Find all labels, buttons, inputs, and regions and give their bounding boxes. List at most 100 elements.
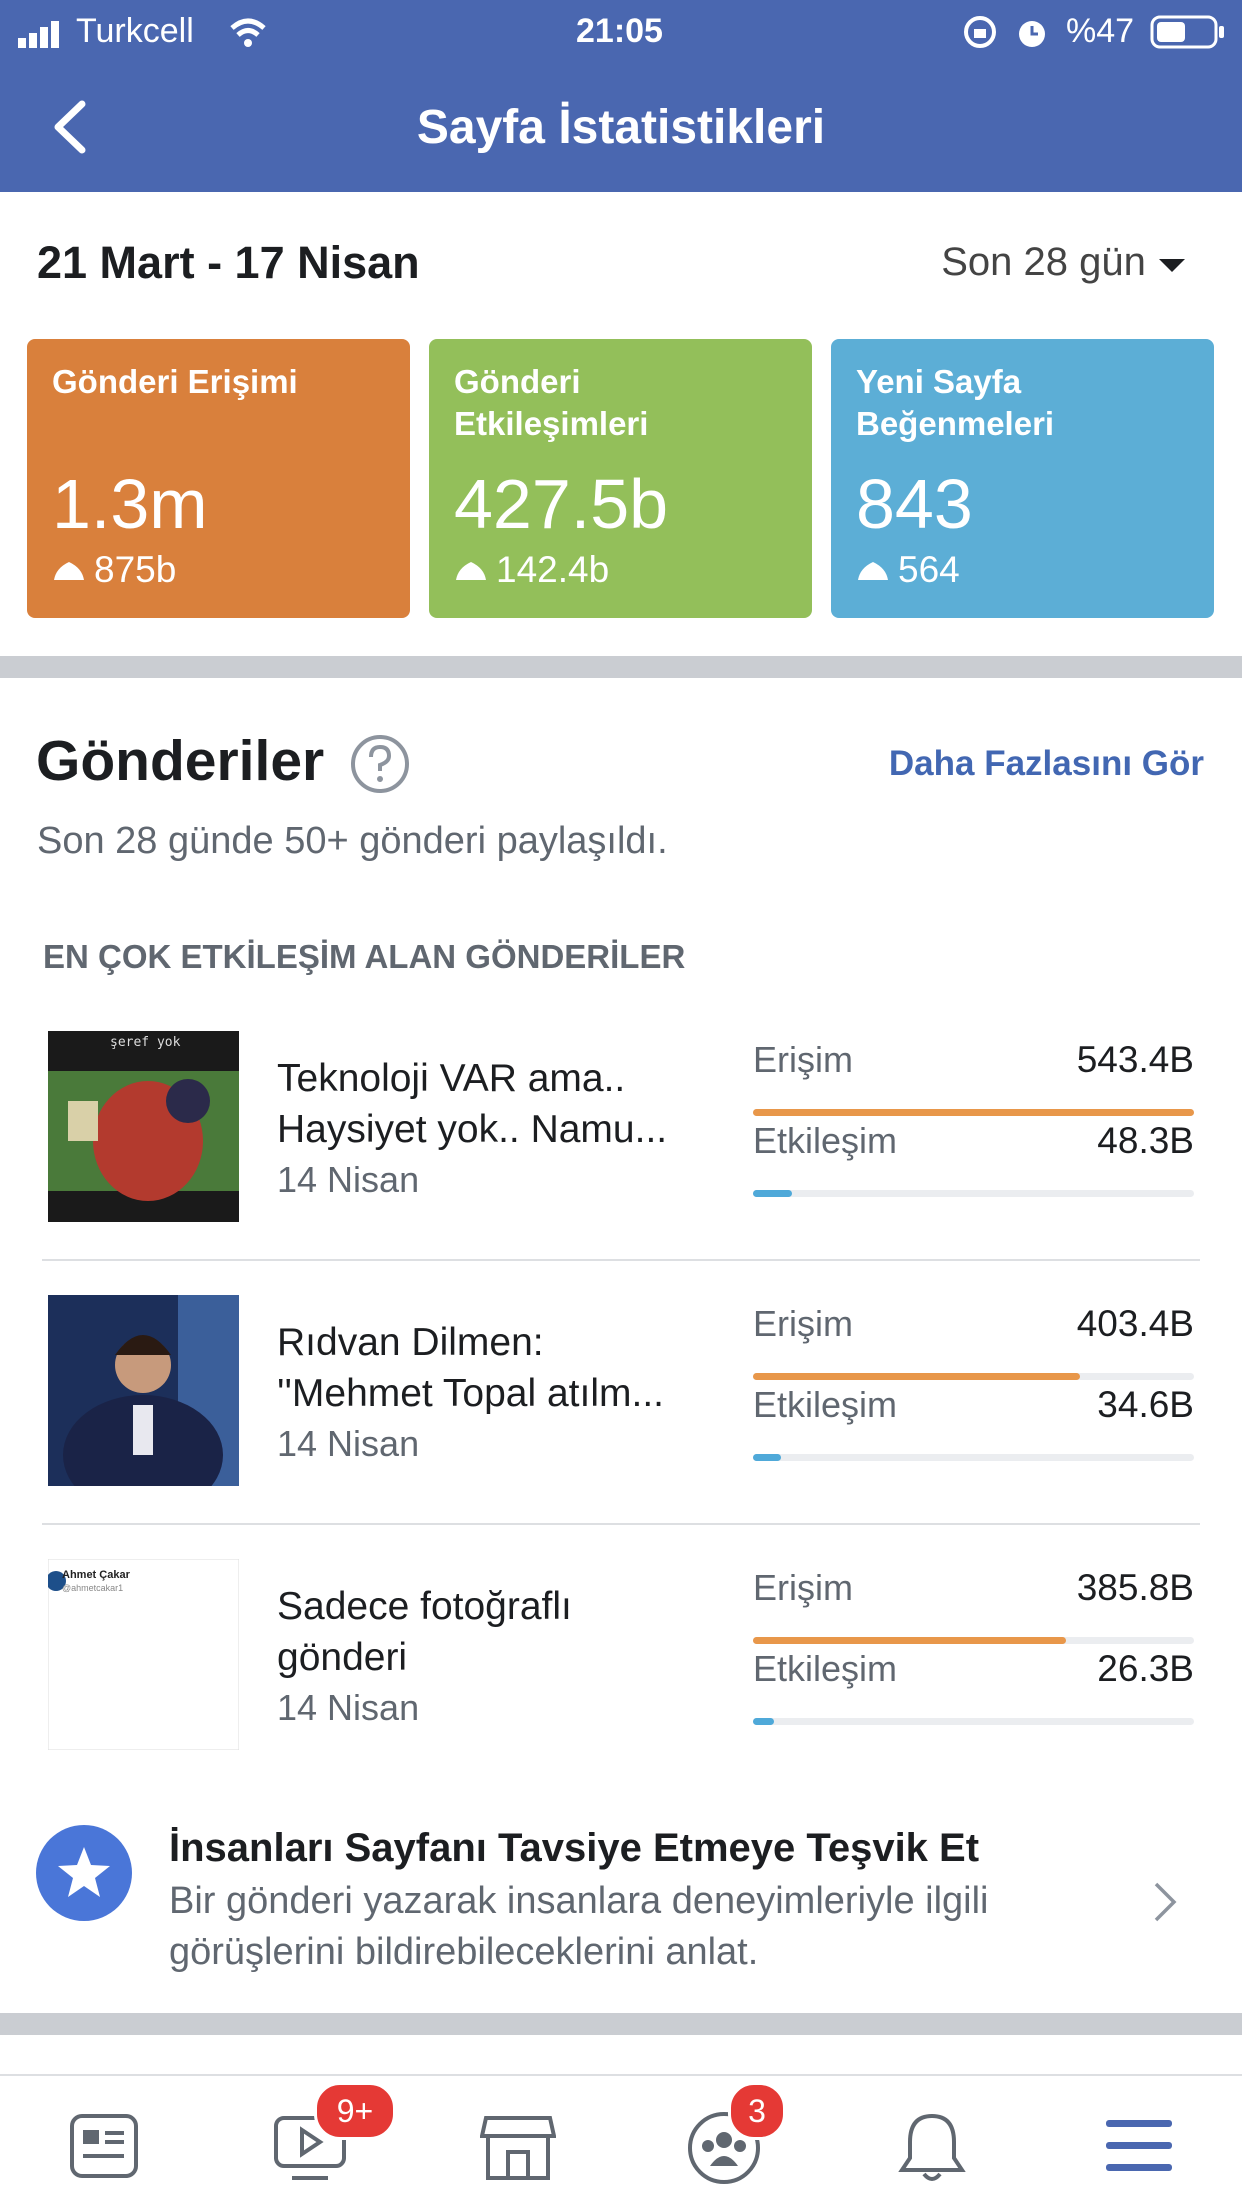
post-title-line: ''Mehmet Topal atılm...	[277, 1372, 664, 1415]
date-range: 21 Mart - 17 Nisan	[37, 237, 420, 288]
post-thumbnail[interactable]	[48, 1031, 239, 1222]
metric-bar	[753, 1637, 1067, 1644]
wifi-icon	[230, 18, 266, 47]
page-title: Sayfa İstatistikleri	[416, 101, 826, 154]
post-title-line: Teknoloji VAR ama..	[277, 1057, 626, 1100]
bar-track	[753, 1637, 1194, 1644]
tab-watch[interactable]	[272, 2114, 348, 2186]
post-thumbnail[interactable]	[48, 1295, 239, 1486]
card-value: 1.3m	[52, 465, 208, 543]
row-separator	[42, 1259, 1200, 1261]
recommend-line: Bir gönderi yazarak insanlara deneyimler…	[169, 1880, 989, 1922]
metric-bar	[753, 1454, 782, 1461]
up-arrow	[858, 562, 888, 580]
recommend-line: görüşlerini bildirebileceklerini anlat.	[169, 1931, 759, 1973]
dropdown-arrow	[1159, 259, 1185, 272]
help-icon[interactable]	[349, 733, 411, 795]
metric-label: Erişim	[753, 1039, 853, 1080]
bar-track	[753, 1454, 1194, 1461]
metric-bar	[753, 1373, 1081, 1380]
list-heading: EN ÇOK ETKİLEŞİM ALAN GÖNDERİLER	[43, 938, 686, 975]
metric-value: 543.4B	[1076, 1039, 1194, 1080]
metric-value: 34.6B	[1097, 1384, 1194, 1425]
card-label-line: Gönderi Erişimi	[52, 363, 298, 400]
card-label: Yeni Sayfa Beğenmeleri	[856, 361, 1054, 445]
metric-label: Erişim	[753, 1567, 853, 1608]
post-title-line: gönderi	[277, 1636, 408, 1679]
post-title: Sadece fotoğraflı gönderi	[277, 1581, 572, 1683]
post-title: Teknoloji VAR ama.. Haysiyet yok.. Namu..…	[277, 1053, 667, 1155]
stat-card: Gönderi Etkileşimleri 427.5b 142.4b	[429, 339, 812, 618]
nav-bar: Turkcell 21:05 %47 Sayfa İstatistikleri	[0, 0, 1242, 192]
card-label-line: Beğenmeleri	[856, 405, 1055, 442]
card-label-line: Yeni Sayfa	[856, 363, 1022, 400]
period-selector[interactable]: Son 28 gün	[941, 240, 1187, 285]
post-date: 14 Nisan	[277, 1687, 420, 1728]
recommend-title[interactable]: İnsanları Sayfanı Tavsiye Etmeye Teşvik …	[169, 1826, 980, 1870]
post-date: 14 Nisan	[277, 1159, 420, 1200]
card-change: 142.4b	[454, 549, 609, 591]
post-title-line: Haysiyet yok.. Namu...	[277, 1108, 668, 1151]
tab-marketplace[interactable]	[480, 2112, 556, 2184]
tab-groups[interactable]	[686, 2110, 762, 2186]
period-label: Son 28 gün	[941, 240, 1146, 284]
card-change: 564	[856, 549, 960, 591]
metric-bar	[753, 1718, 775, 1725]
section-title: Gönderiler	[36, 729, 325, 793]
watch-badge: 9+	[314, 2082, 396, 2140]
metric-value: 26.3B	[1097, 1648, 1194, 1689]
card-label-line: Etkileşimleri	[454, 405, 649, 442]
metric-label: Etkileşim	[753, 1648, 898, 1689]
post-date: 14 Nisan	[277, 1423, 420, 1464]
tab-menu[interactable]	[1104, 2116, 1174, 2176]
stat-card: Yeni Sayfa Beğenmeleri 843 564	[831, 339, 1214, 618]
row-separator	[42, 1523, 1200, 1525]
groups-badge: 3	[728, 2082, 786, 2140]
tab-news-feed[interactable]	[68, 2110, 140, 2182]
card-label: Gönderi Erişimi	[52, 361, 298, 403]
chevron[interactable]	[1152, 1880, 1180, 1924]
bar-track	[753, 1190, 1194, 1197]
metric-bar	[753, 1109, 1194, 1116]
card-label: Gönderi Etkileşimleri	[454, 361, 648, 445]
section-subtitle: Son 28 günde 50+ gönderi paylaşıldı.	[37, 820, 668, 862]
card-change-value: 564	[898, 549, 960, 590]
metric-bar	[753, 1190, 793, 1197]
post-title: Rıdvan Dilmen: ''Mehmet Topal atılm...	[277, 1317, 664, 1419]
card-change-value: 875b	[94, 549, 177, 590]
post-thumbnail[interactable]	[48, 1559, 239, 1750]
status-icons	[964, 16, 1045, 48]
bar-track	[753, 1109, 1194, 1116]
bar-track	[753, 1373, 1194, 1380]
bar-track	[753, 1718, 1194, 1725]
metric-label: Etkileşim	[753, 1120, 898, 1161]
section-divider	[0, 2013, 1242, 2035]
up-arrow	[54, 562, 84, 580]
tab-bar: 9+ 3	[0, 2074, 1242, 2210]
back-button[interactable]	[50, 100, 90, 154]
thumbnail-text: Ahmet Çakar	[62, 1569, 130, 1581]
card-change: 875b	[52, 549, 176, 591]
tab-notifications[interactable]	[896, 2110, 968, 2186]
card-change-value: 142.4b	[496, 549, 610, 590]
recommend-body: Bir gönderi yazarak insanlara deneyimler…	[169, 1876, 989, 1978]
metric-value: 403.4B	[1076, 1303, 1194, 1344]
see-more-link[interactable]: Daha Fazlasını Gör	[888, 744, 1204, 783]
section-divider	[0, 656, 1242, 678]
card-value: 843	[856, 465, 973, 543]
metric-label: Etkileşim	[753, 1384, 898, 1425]
up-arrow	[456, 562, 486, 580]
battery-icon	[1150, 15, 1224, 49]
post-title-line: Sadece fotoğraflı	[277, 1585, 572, 1628]
thumbnail-subtext: @ahmetcakar1	[62, 1583, 124, 1593]
carrier: Turkcell	[76, 12, 194, 50]
metric-value: 48.3B	[1097, 1120, 1194, 1161]
card-value: 427.5b	[454, 465, 669, 543]
battery-percent: %47	[1066, 12, 1135, 50]
metric-label: Erişim	[753, 1303, 853, 1344]
thumbnail-text: şeref yok	[110, 1035, 181, 1050]
signal-icon	[18, 21, 59, 48]
card-label-line: Gönderi	[454, 363, 581, 400]
clock: 21:05	[576, 12, 663, 50]
